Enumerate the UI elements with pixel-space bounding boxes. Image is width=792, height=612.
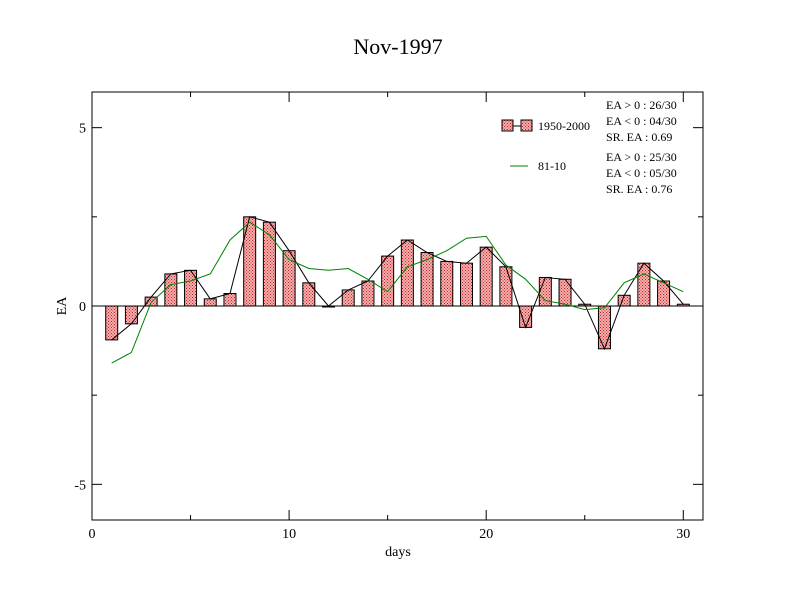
stats-81-10-sr-ea: SR. EA : 0.76 bbox=[606, 182, 673, 196]
y-tick-label: -5 bbox=[74, 478, 86, 493]
legend-1950-2000-swatch-right bbox=[520, 119, 533, 132]
bar-1950-2000 bbox=[617, 294, 631, 307]
bar-1950-2000 bbox=[361, 280, 375, 307]
y-axis-label: EA bbox=[55, 296, 70, 316]
legend: 1950-2000 81-10 bbox=[501, 119, 590, 173]
legend-81-10-label: 81-10 bbox=[538, 159, 566, 173]
y-tick-label: 0 bbox=[79, 300, 86, 315]
x-axis-label: days bbox=[385, 545, 411, 560]
line-81-10 bbox=[111, 221, 684, 364]
bar-1950-2000 bbox=[676, 303, 690, 307]
bar-1950-2000 bbox=[203, 298, 217, 307]
stats-81-10-ea-negative: EA < 0 : 05/30 bbox=[606, 166, 677, 180]
bar-1950-2000 bbox=[243, 216, 257, 307]
bar-1950-2000 bbox=[420, 252, 434, 307]
bar-1950-2000 bbox=[479, 246, 493, 307]
x-tick-label: 10 bbox=[282, 527, 296, 542]
chart-title: Nov-1997 bbox=[353, 34, 442, 59]
y-axis-ticks: 5 0 -5 bbox=[74, 122, 703, 493]
bar-1950-2000 bbox=[105, 305, 119, 341]
stats-1950-2000-ea-positive: EA > 0 : 26/30 bbox=[606, 98, 677, 112]
bar-1950-2000 bbox=[440, 260, 454, 307]
stats-1950-2000-ea-negative: EA < 0 : 04/30 bbox=[606, 114, 677, 128]
line-series bbox=[111, 216, 684, 364]
bar-1950-2000 bbox=[381, 255, 395, 307]
bar-1950-2000 bbox=[558, 278, 572, 307]
stats-1950-2000-sr-ea: SR. EA : 0.69 bbox=[606, 130, 673, 144]
bar-1950-2000 bbox=[302, 282, 316, 307]
x-tick-label: 0 bbox=[89, 527, 96, 542]
bar-1950-2000 bbox=[400, 239, 414, 307]
x-tick-label: 20 bbox=[479, 527, 493, 542]
x-tick-label: 30 bbox=[676, 527, 690, 542]
line-1950-2000 bbox=[111, 216, 684, 351]
bar-1950-2000 bbox=[223, 293, 237, 307]
stats-81-10-ea-positive: EA > 0 : 25/30 bbox=[606, 150, 677, 164]
bar-1950-2000 bbox=[124, 305, 138, 325]
bar-1950-2000 bbox=[341, 289, 355, 307]
x-axis-ticks: 0 10 20 30 bbox=[89, 92, 690, 542]
bar-1950-2000 bbox=[499, 266, 513, 307]
bar-1950-2000 bbox=[597, 305, 611, 350]
bar-1950-2000 bbox=[459, 262, 473, 307]
y-tick-label: 5 bbox=[79, 122, 86, 137]
legend-1950-2000-swatch-left bbox=[501, 119, 514, 132]
bar-series bbox=[105, 216, 690, 350]
legend-1950-2000-label: 1950-2000 bbox=[538, 119, 590, 133]
